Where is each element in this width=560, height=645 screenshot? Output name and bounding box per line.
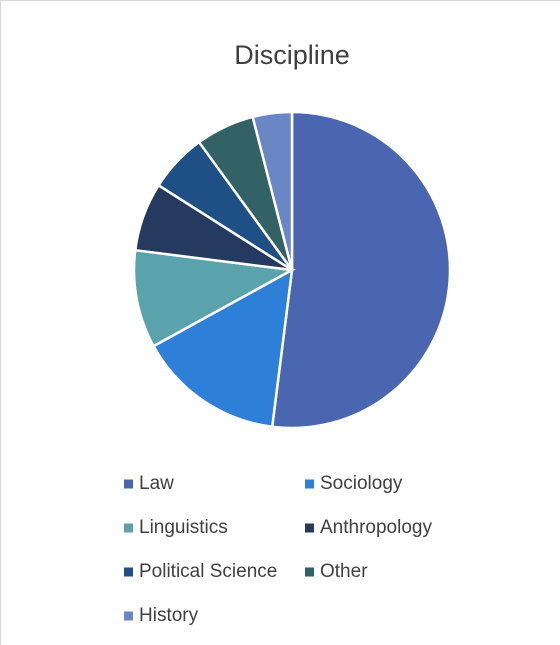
chart-title: Discipline bbox=[234, 40, 350, 70]
pie-slice bbox=[270, 110, 452, 430]
legend-marker bbox=[305, 479, 314, 489]
legend-label: Political Science bbox=[139, 561, 277, 582]
legend-label: Law bbox=[139, 473, 174, 494]
legend-marker bbox=[124, 479, 133, 489]
pie-slice bbox=[151, 267, 294, 429]
legend-label: Sociology bbox=[320, 473, 403, 494]
legend-marker bbox=[124, 523, 133, 533]
pie-slice bbox=[251, 110, 294, 271]
legend-marker bbox=[305, 523, 314, 533]
legend-label: Anthropology bbox=[320, 517, 432, 538]
legend-label: Other bbox=[320, 561, 368, 582]
legend-marker bbox=[124, 611, 133, 621]
legend-label: Linguistics bbox=[139, 517, 228, 538]
pie-slice bbox=[132, 248, 296, 348]
legend-marker bbox=[305, 567, 314, 577]
legend-marker bbox=[124, 567, 133, 577]
legend-label: History bbox=[139, 605, 199, 626]
